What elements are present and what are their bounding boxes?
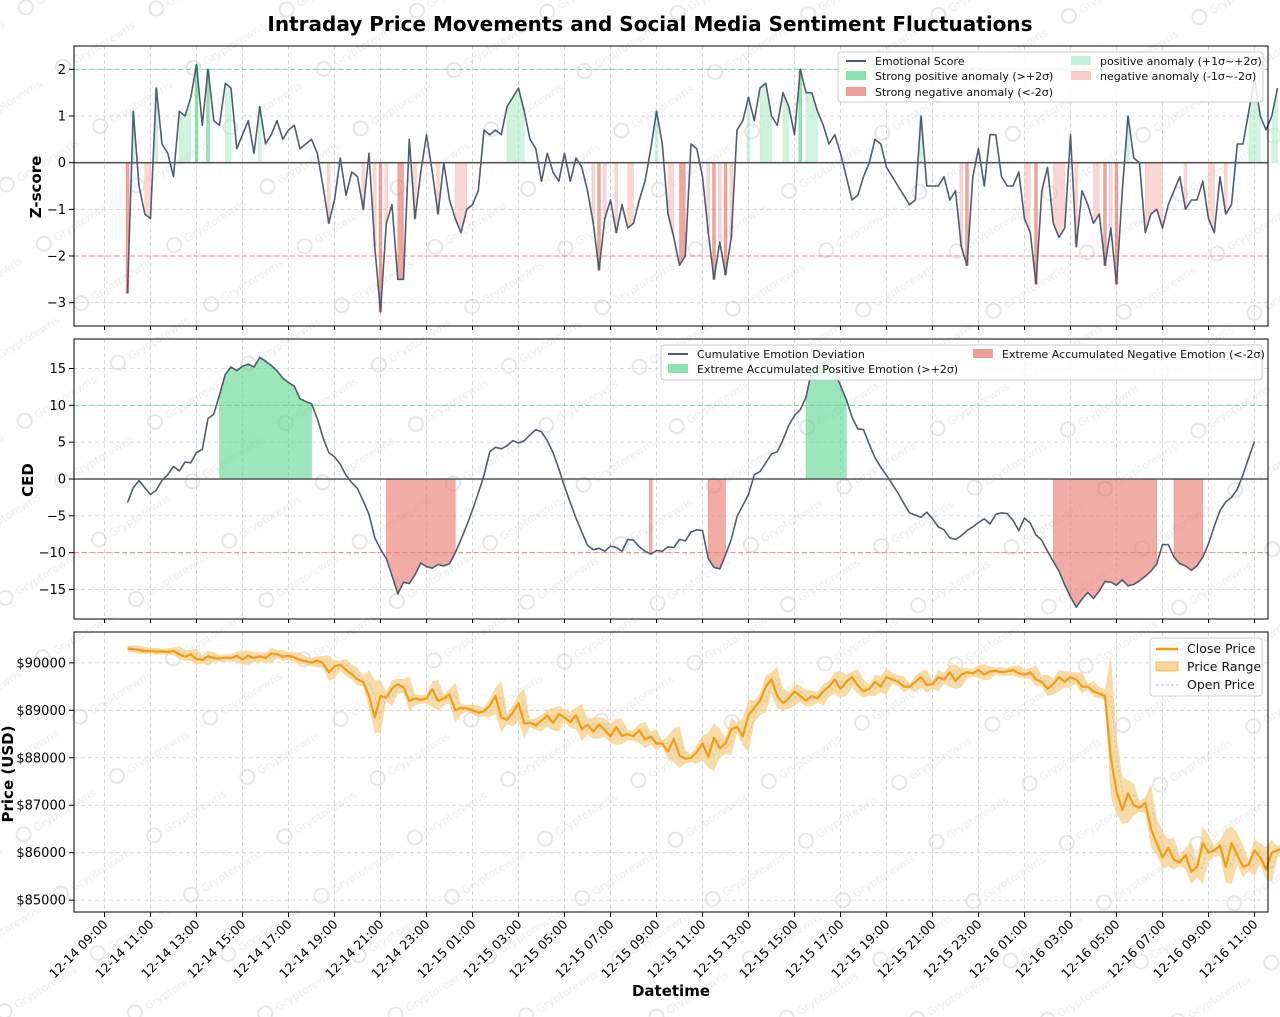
legend-emotional-score: Emotional Score (875, 55, 965, 68)
legend-range-swatch (1155, 661, 1179, 672)
ytick-label: 2 (58, 63, 66, 78)
ytick-label: −2 (47, 250, 66, 265)
price-legend: Close Price Price Range Open Price (1149, 637, 1263, 697)
legend-strong-neg-swatch (846, 87, 866, 96)
ytick-label: −1 (47, 203, 66, 218)
ced-line (126, 356, 1256, 608)
legend-weak-pos: positive anomaly (+1σ~+2σ) (1100, 55, 1262, 68)
open-price-line (127, 648, 1280, 873)
legend-strong-pos-swatch (846, 71, 866, 80)
legend-ced-line: Cumulative Emotion Deviation (697, 348, 865, 361)
zscore-legend: Emotional Score Strong positive anomaly … (837, 51, 1264, 103)
weak-negative-anomaly (384, 162, 388, 224)
ced-axes-frame (73, 338, 1269, 620)
weak-negative-anomaly (144, 162, 151, 220)
close-price-line (127, 647, 1280, 873)
legend-ced-neg-swatch (973, 349, 993, 358)
price-range-band (127, 645, 1280, 885)
ytick-label: 10 (49, 399, 66, 414)
ced-legend: Cumulative Emotion Deviation Extreme Acc… (660, 344, 1265, 381)
legend-ced-neg: Extreme Accumulated Negative Emotion (<-… (1002, 348, 1265, 361)
legend-price-range: Price Range (1187, 659, 1261, 674)
ytick-label: $89000 (16, 704, 66, 719)
legend-ced-pos-swatch (668, 364, 688, 373)
legend-strong-neg: Strong negative anomaly (<-2σ) (875, 86, 1053, 99)
legend-ced-pos: Extreme Accumulated Positive Emotion (>+… (697, 363, 958, 376)
legend-weak-neg: negative anomaly (-1σ~-2σ) (1100, 70, 1256, 83)
weak-positive-anomaly (746, 97, 751, 163)
strong-negative-anomaly (679, 162, 686, 267)
zscore-ylabel: Z-score (27, 156, 45, 219)
x-axis-label: Datetime (632, 982, 710, 1000)
weak-negative-anomaly (1109, 162, 1113, 229)
strong-negative-anomaly (597, 162, 601, 271)
ytick-label: −10 (39, 546, 66, 561)
weak-positive-anomaly (224, 82, 232, 163)
ytick-label: $90000 (16, 656, 66, 671)
strong-negative-anomaly (397, 162, 404, 280)
ced-panel: 15 10 5 0 −5 −10 −15 CED Cumulative Emotion De… (19, 338, 1269, 620)
price-axes-frame (73, 631, 1269, 913)
strong-negative-anomaly (712, 162, 716, 280)
price-panel: $90000 $89000 $88000 $87000 $86000 $85000 Pri… (0, 631, 1280, 913)
ytick-label: $85000 (16, 894, 66, 909)
zscore-panel: 2 1 0 −1 −2 −3 Z-score Emotional Score Strong… (27, 45, 1279, 327)
ytick-label: $86000 (16, 846, 66, 861)
weak-negative-anomaly (603, 162, 607, 219)
chart-title: Intraday Price Movements and Social Medi… (267, 12, 1032, 36)
legend-weak-neg-swatch (1071, 71, 1091, 80)
extreme-negative-region (1173, 478, 1204, 571)
ytick-label: $88000 (16, 751, 66, 766)
ytick-label: −15 (39, 583, 66, 598)
weak-negative-anomaly (718, 162, 722, 243)
ytick-label: 15 (49, 362, 66, 377)
emotional-score-line (126, 63, 1279, 313)
extreme-negative-region (649, 478, 653, 555)
legend-open-price: Open Price (1187, 677, 1255, 692)
ytick-label: −5 (47, 509, 66, 524)
zscore-axes-frame (73, 45, 1269, 327)
ced-ylabel: CED (19, 463, 37, 497)
ytick-label: 0 (58, 473, 66, 488)
ytick-label: 1 (58, 110, 66, 125)
legend-close-price: Close Price (1187, 641, 1256, 656)
extreme-negative-region (707, 478, 726, 570)
ytick-label: $87000 (16, 799, 66, 814)
weak-negative-anomaly (627, 162, 634, 229)
strong-negative-anomaly (723, 162, 728, 275)
ytick-label: 5 (58, 436, 66, 451)
ytick-label: 0 (58, 156, 66, 171)
price-ylabel: Price (USD) (0, 726, 17, 823)
legend-weak-pos-swatch (1071, 56, 1091, 65)
ytick-label: −3 (47, 296, 66, 311)
legend-strong-pos: Strong positive anomaly (>+2σ) (875, 70, 1053, 83)
